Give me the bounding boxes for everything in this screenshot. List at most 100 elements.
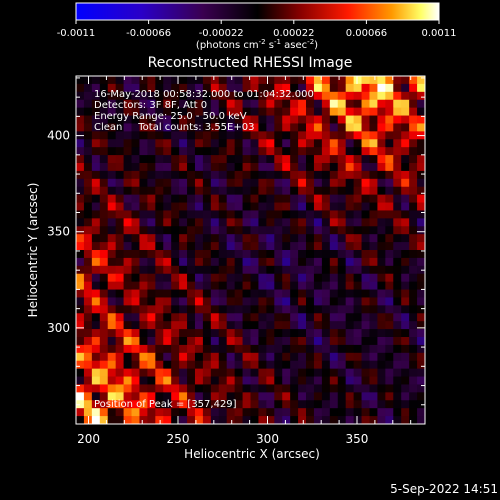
heatmap-cell bbox=[91, 115, 101, 124]
heatmap-cell bbox=[147, 281, 156, 290]
heatmap-cell bbox=[99, 265, 109, 275]
heatmap-cell bbox=[234, 313, 243, 322]
heatmap-cell bbox=[107, 131, 117, 140]
heatmap-cell bbox=[226, 226, 236, 235]
heatmap-cell bbox=[417, 344, 425, 354]
heatmap-cell bbox=[345, 305, 355, 314]
heatmap-cell bbox=[163, 368, 172, 377]
heatmap-cell bbox=[179, 99, 188, 109]
heatmap-cell bbox=[298, 91, 307, 101]
heatmap-cell bbox=[107, 242, 117, 251]
heatmap-cell bbox=[83, 297, 93, 306]
heatmap-cell bbox=[377, 107, 386, 116]
heatmap-cell bbox=[123, 194, 132, 203]
heatmap-cell bbox=[258, 194, 267, 203]
heatmap-cell bbox=[147, 416, 156, 424]
heatmap-cell bbox=[179, 281, 188, 290]
colorbar-ticks: -0.0011 -0.00066 -0.00022 0.00022 0.00066 0.0… bbox=[57, 20, 457, 39]
heatmap-cell bbox=[345, 131, 355, 140]
heatmap-cell bbox=[234, 170, 243, 180]
heatmap-cell bbox=[298, 344, 307, 354]
heatmap-cell bbox=[385, 281, 394, 290]
heatmap-cell bbox=[242, 242, 251, 251]
heatmap-cell bbox=[107, 186, 117, 196]
heatmap-cell bbox=[155, 376, 164, 385]
heatmap-cell bbox=[329, 76, 339, 85]
heatmap-cell bbox=[250, 218, 259, 227]
heatmap-cell bbox=[290, 99, 299, 109]
heatmap-cell bbox=[385, 297, 394, 306]
heatmap-cell bbox=[131, 91, 140, 101]
heatmap-cell bbox=[147, 107, 156, 116]
heatmap-cell bbox=[337, 131, 347, 140]
heatmap-cell bbox=[210, 297, 220, 306]
heatmap-cell bbox=[107, 91, 117, 101]
heatmap-cell bbox=[385, 321, 394, 330]
heatmap-cell bbox=[234, 344, 243, 354]
heatmap-cell bbox=[194, 384, 204, 393]
heatmap-cell bbox=[313, 131, 323, 140]
heatmap-cell bbox=[417, 186, 425, 196]
heatmap-cell bbox=[107, 368, 117, 377]
heatmap-cell bbox=[393, 186, 402, 196]
heatmap-cell bbox=[274, 210, 283, 219]
heatmap-cell bbox=[282, 344, 291, 354]
heatmap-cell bbox=[194, 131, 204, 140]
heatmap-cell bbox=[321, 202, 331, 211]
heatmap-cell bbox=[171, 210, 180, 219]
heatmap-cell bbox=[321, 178, 331, 188]
colorbar-tick-label: 0.0011 bbox=[422, 28, 457, 39]
heatmap-cell bbox=[139, 392, 148, 401]
heatmap-cell bbox=[306, 329, 315, 338]
heatmap-cell bbox=[321, 360, 331, 370]
heatmap-cell bbox=[345, 265, 355, 275]
heatmap-cell bbox=[282, 265, 291, 275]
heatmap-cell bbox=[155, 416, 164, 424]
heatmap-cell bbox=[123, 115, 132, 124]
heatmap-cell bbox=[226, 337, 236, 346]
heatmap-cell bbox=[250, 344, 259, 354]
heatmap-cell bbox=[401, 250, 410, 259]
heatmap-cell bbox=[290, 344, 299, 354]
heatmap-cell bbox=[345, 123, 355, 132]
heatmap-cell bbox=[76, 352, 85, 362]
heatmap-cell bbox=[385, 352, 394, 362]
heatmap-cell bbox=[306, 178, 315, 188]
heatmap-cell bbox=[123, 155, 132, 164]
heatmap-cell bbox=[345, 368, 355, 377]
heatmap-cell bbox=[115, 321, 124, 330]
heatmap-cell bbox=[202, 131, 212, 140]
heatmap-cell bbox=[313, 313, 323, 322]
heatmap-cell bbox=[337, 91, 347, 101]
heatmap-cell bbox=[337, 368, 347, 377]
heatmap-cell bbox=[194, 139, 204, 148]
heatmap-cell bbox=[163, 289, 172, 298]
heatmap-cell bbox=[401, 178, 410, 188]
heatmap-cell bbox=[337, 273, 347, 283]
heatmap-cell bbox=[76, 99, 85, 109]
heatmap-cell bbox=[345, 337, 355, 346]
heatmap-cell bbox=[306, 305, 315, 314]
heatmap-cell bbox=[417, 115, 425, 124]
heatmap-cell bbox=[353, 170, 362, 180]
heatmap-cell bbox=[409, 337, 418, 346]
heatmap-cell bbox=[171, 289, 180, 298]
heatmap-cell bbox=[353, 202, 362, 211]
heatmap-cell bbox=[76, 83, 85, 93]
heatmap-cell bbox=[163, 242, 172, 251]
heatmap-cell bbox=[123, 313, 132, 322]
heatmap-cell bbox=[147, 408, 156, 417]
heatmap-cell bbox=[329, 273, 339, 283]
heatmap-cell bbox=[282, 376, 291, 385]
heatmap-cell bbox=[139, 297, 148, 306]
heatmap-cell bbox=[329, 242, 339, 251]
heatmap-cell bbox=[187, 281, 196, 290]
heatmap-cell bbox=[226, 139, 236, 148]
heatmap-cell bbox=[385, 218, 394, 227]
heatmap-cell bbox=[313, 210, 323, 219]
heatmap-cell bbox=[210, 368, 220, 377]
heatmap-cell bbox=[321, 344, 331, 354]
heatmap-cell bbox=[115, 384, 124, 393]
heatmap-cell bbox=[107, 265, 117, 275]
heatmap-cell bbox=[298, 321, 307, 330]
